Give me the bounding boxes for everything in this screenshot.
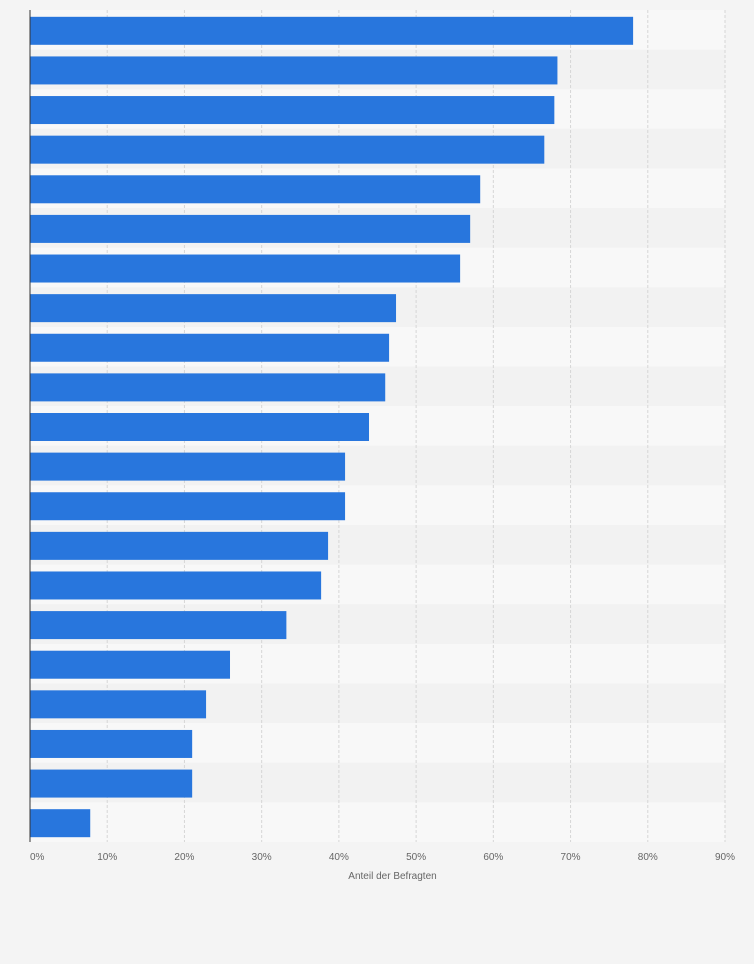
bar [30, 135, 545, 164]
bar [30, 492, 346, 521]
bar [30, 571, 322, 600]
x-tick-label: 90% [715, 852, 735, 863]
x-tick-label: 30% [252, 852, 272, 863]
bar [30, 56, 558, 85]
x-tick-label: 80% [638, 852, 658, 863]
x-tick-label: 50% [406, 852, 426, 863]
bar [30, 373, 386, 402]
bar [30, 294, 397, 323]
bar [30, 254, 461, 283]
x-tick-label: 40% [329, 852, 349, 863]
bar [30, 729, 193, 758]
bar [30, 214, 471, 243]
bars [30, 16, 634, 838]
x-axis-label: Anteil der Befragten [348, 871, 436, 882]
bar [30, 611, 287, 640]
bar [30, 452, 346, 481]
bar [30, 175, 481, 204]
bar [30, 690, 207, 719]
bar [30, 96, 555, 125]
x-axis-ticks: 0% 10% 20% 30% 40% 50% 60% 70% 80% 90% [30, 852, 735, 863]
bar [30, 650, 231, 679]
row-band [30, 802, 725, 842]
x-tick-label: 10% [97, 852, 117, 863]
x-tick-label: 20% [174, 852, 194, 863]
bar [30, 531, 329, 560]
bar [30, 333, 390, 362]
bar [30, 16, 634, 45]
bar [30, 769, 193, 798]
x-tick-label: 0% [30, 852, 45, 863]
bar [30, 809, 91, 838]
x-tick-label: 60% [483, 852, 503, 863]
x-tick-label: 70% [561, 852, 581, 863]
bar [30, 413, 370, 441]
